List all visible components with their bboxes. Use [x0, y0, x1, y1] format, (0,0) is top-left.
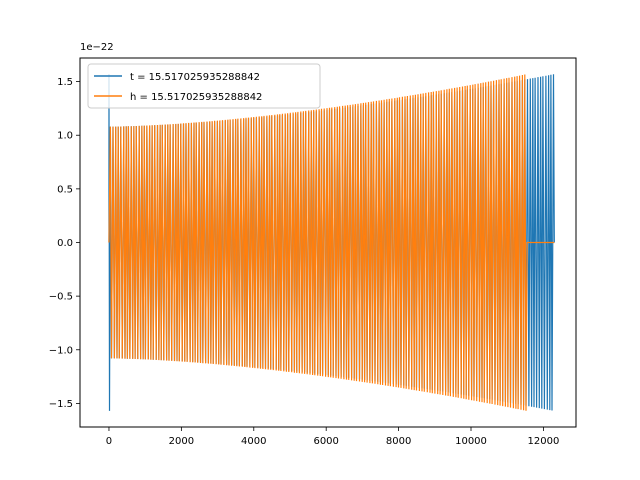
series-line-2: [108, 74, 555, 411]
x-tick-label: 8000: [386, 436, 411, 447]
x-tick-label: 6000: [313, 436, 338, 447]
y-tick-label: 0.0: [57, 238, 73, 249]
y-tick-label: 1.5: [57, 77, 73, 88]
y-tick-label: 1.0: [57, 131, 73, 142]
y-tick-label: 0.5: [57, 184, 73, 195]
y-tick-label: −0.5: [49, 292, 73, 303]
plot-area: [108, 74, 555, 411]
x-tick-label: 2000: [169, 436, 194, 447]
x-axis: 0 2000 4000 6000 8000 10000 12000: [106, 427, 560, 447]
legend-label-1: t = 15.517025935288842: [130, 72, 260, 83]
legend: t = 15.517025935288842 h = 15.51702593528…: [87, 63, 321, 109]
y-tick-label: −1.5: [49, 399, 73, 410]
x-tick-label: 12000: [528, 436, 560, 447]
legend-box: [87, 63, 321, 109]
y-axis: −1.5 −1.0 −0.5 0.0 0.5 1.0 1.5: [49, 77, 80, 410]
x-tick-label: 4000: [241, 436, 266, 447]
y-offset-label: 1e−22: [80, 42, 114, 53]
x-tick-label: 0: [106, 436, 112, 447]
legend-label-2: h = 15.517025935288842: [130, 92, 262, 103]
x-tick-label: 10000: [455, 436, 487, 447]
y-tick-label: −1.0: [49, 345, 73, 356]
